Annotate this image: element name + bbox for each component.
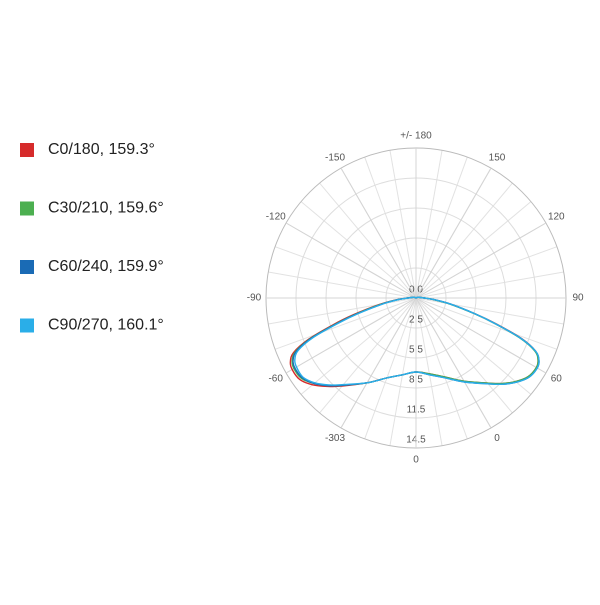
spoke [415, 156, 468, 299]
theta-tick-label: 150 [489, 152, 506, 163]
theta-tick-label: 0 [413, 455, 419, 466]
theta-tick-label: -120 [266, 212, 286, 223]
spoke [300, 201, 417, 299]
theta-tick-label: -303 [325, 433, 345, 444]
theta-tick-label: -150 [325, 152, 345, 163]
spoke [415, 297, 513, 414]
legend-swatch [20, 143, 34, 157]
spoke [319, 182, 417, 299]
spoke [389, 150, 417, 299]
spoke [415, 297, 443, 446]
spoke [415, 297, 558, 350]
theta-tick-label: 0 [494, 433, 500, 444]
spoke [274, 297, 417, 350]
legend-label: C90/270, 160.1° [48, 317, 164, 334]
legend-label: C60/240, 159.9° [48, 258, 164, 275]
grid-spoke [285, 222, 417, 299]
spoke [415, 297, 532, 395]
legend-label: C30/210, 159.6° [48, 200, 164, 217]
spoke [389, 297, 417, 446]
intensity-curve [294, 296, 540, 386]
theta-tick-label: 60 [551, 374, 563, 385]
spoke [415, 271, 564, 299]
theta-tick-label: -90 [247, 293, 262, 304]
spoke [415, 150, 443, 299]
legend-label: C0/180, 159.3° [48, 141, 155, 158]
grid-spoke [340, 167, 417, 299]
spoke [415, 182, 513, 299]
grid-spoke [340, 297, 417, 429]
spoke [268, 271, 417, 299]
spoke [268, 297, 417, 325]
theta-tick-label: 120 [548, 212, 565, 223]
grid-spoke [285, 297, 417, 374]
spoke [300, 297, 417, 395]
spoke [415, 297, 468, 440]
spoke [415, 246, 558, 299]
legend-swatch [20, 260, 34, 274]
grid-spoke [415, 222, 547, 299]
spoke [364, 156, 417, 299]
theta-tick-label: -60 [268, 374, 283, 385]
legend-swatch [20, 318, 34, 333]
theta-tick-label: +/- 180 [400, 131, 432, 142]
spoke [274, 246, 417, 299]
grid-spoke [415, 297, 492, 429]
spoke [364, 297, 417, 440]
spoke [415, 201, 532, 299]
theta-tick-label: 90 [572, 293, 584, 304]
spoke [415, 297, 564, 325]
grid-spoke [415, 297, 547, 374]
spoke [319, 297, 417, 414]
grid-spoke [415, 167, 492, 299]
legend-swatch [20, 201, 34, 216]
